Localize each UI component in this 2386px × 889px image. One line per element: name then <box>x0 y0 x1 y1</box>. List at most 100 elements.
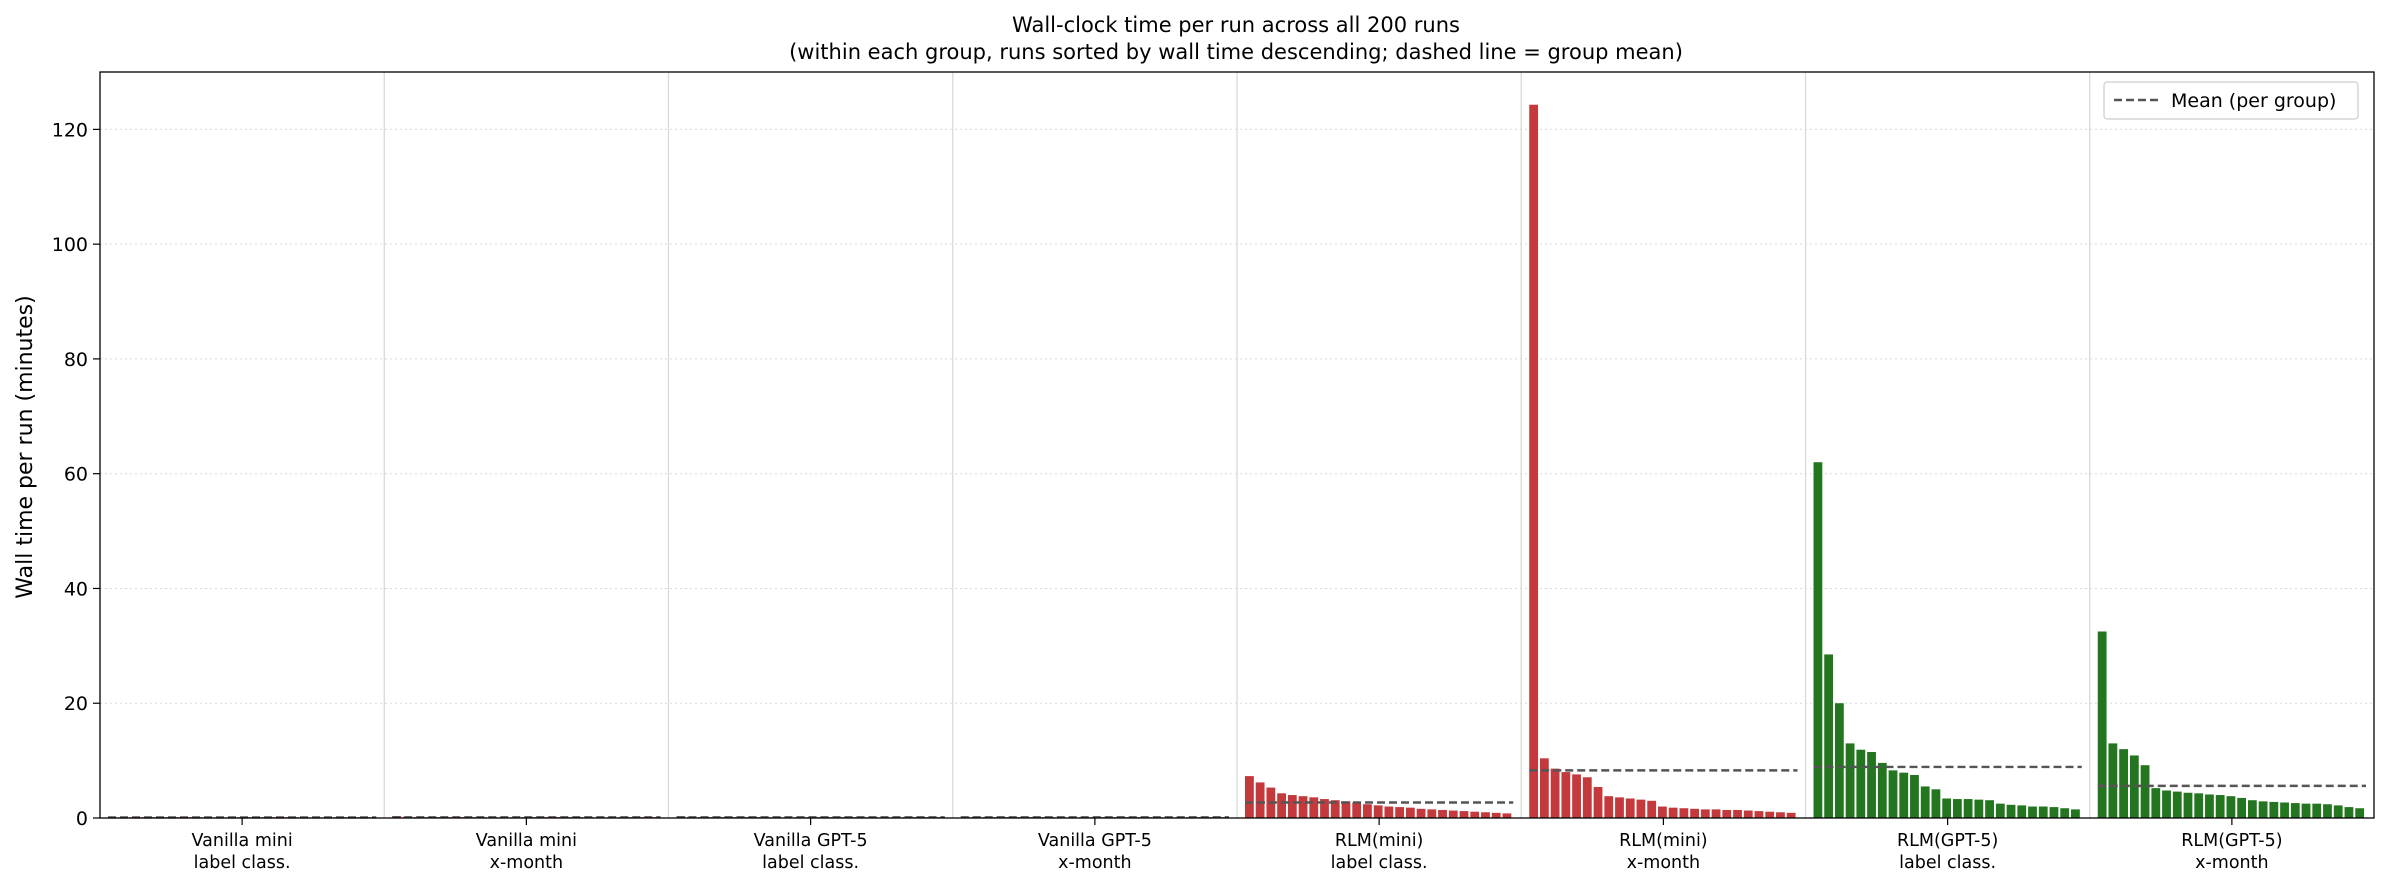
bar <box>1298 796 1308 818</box>
x-tick-label: Vanilla mini <box>192 831 293 851</box>
bar <box>2162 790 2171 818</box>
legend-box <box>2103 81 2359 120</box>
bar <box>1287 795 1297 818</box>
x-tick-label: RLM(GPT-5) <box>1897 831 1998 851</box>
y-axis-label: Wall time per run (minutes) <box>13 295 38 598</box>
bar <box>1668 807 1678 818</box>
x-tick-label: label class. <box>1899 853 1996 873</box>
bar <box>1711 809 1721 818</box>
bar <box>2194 793 2204 818</box>
bar <box>1309 797 1319 818</box>
bar <box>2049 807 2059 818</box>
bar <box>2205 794 2214 818</box>
bar <box>1427 809 1437 818</box>
bar <box>1255 782 1265 818</box>
x-tick-label: RLM(GPT-5) <box>2181 831 2282 851</box>
y-tick-label: 120 <box>52 119 88 141</box>
bar <box>1448 810 1458 818</box>
bar <box>2060 808 2070 818</box>
bar <box>1277 793 1286 818</box>
bar <box>1952 799 1962 818</box>
bar <box>2108 743 2118 818</box>
bar <box>1625 798 1635 818</box>
legend: Mean (per group) <box>2103 81 2359 120</box>
y-tick-label: 60 <box>64 464 88 486</box>
bar <box>2071 809 2080 818</box>
bar <box>1963 799 1973 818</box>
y-tick-label: 100 <box>52 234 88 256</box>
bar <box>1942 798 1952 818</box>
bar <box>2097 631 2107 818</box>
x-tick-label: RLM(mini) <box>1335 831 1424 851</box>
y-tick-label: 80 <box>64 349 88 371</box>
bar <box>1438 809 1447 818</box>
bar <box>1931 789 1941 818</box>
plot-frame <box>99 71 2375 819</box>
bar <box>1459 811 1469 818</box>
x-tick-label: x-month <box>1058 853 1131 873</box>
bar <box>1352 802 1362 818</box>
bar <box>2312 803 2322 818</box>
bar <box>1658 806 1667 818</box>
bar <box>1481 812 1490 818</box>
bar <box>1733 809 1742 818</box>
bar <box>1877 762 1887 818</box>
bar <box>1363 804 1372 818</box>
bar <box>1995 803 2005 818</box>
bar <box>1786 812 1796 818</box>
x-tick-label: Vanilla GPT-5 <box>1038 831 1152 851</box>
bar <box>1888 770 1898 818</box>
bar <box>1470 811 1480 818</box>
chart-title-line-1: Wall-clock time per run across all 200 r… <box>1012 13 1460 37</box>
bar <box>1405 807 1415 818</box>
x-tick-label: x-month <box>1627 853 1700 873</box>
bar <box>2028 806 2037 818</box>
bar <box>1572 774 1581 818</box>
bar <box>2237 797 2247 818</box>
y-tick-label: 20 <box>64 693 88 715</box>
y-tick-label: 40 <box>64 578 88 600</box>
bar <box>1700 809 1710 818</box>
bar <box>1502 813 1512 818</box>
bar <box>1985 800 1994 818</box>
bar <box>1373 805 1383 818</box>
bar <box>1320 799 1329 818</box>
x-tick-label: Vanilla mini <box>476 831 577 851</box>
y-tick-label: 0 <box>76 808 88 830</box>
bar <box>1416 808 1426 818</box>
bar <box>1593 787 1603 818</box>
bar <box>2301 803 2311 818</box>
bar <box>2226 796 2236 818</box>
bar <box>1899 772 1909 818</box>
bar <box>1529 104 1539 818</box>
bar <box>1582 777 1592 818</box>
bar <box>1776 812 1785 818</box>
bar <box>1679 808 1689 818</box>
bar <box>1813 462 1823 818</box>
bar <box>1330 800 1340 818</box>
bar <box>1824 654 1834 818</box>
x-tick-label: x-month <box>2195 853 2268 873</box>
bar <box>2323 804 2332 818</box>
bar <box>1754 811 1764 818</box>
bar <box>1561 772 1571 818</box>
bar <box>2172 791 2182 818</box>
bar <box>2017 805 2027 818</box>
x-tick-label: label class. <box>762 853 859 873</box>
x-tick-label: x-month <box>490 853 563 873</box>
bar <box>1722 809 1732 818</box>
bar <box>1615 797 1624 818</box>
bar <box>1384 806 1394 818</box>
bar <box>1690 808 1699 818</box>
bar <box>2140 765 2150 818</box>
bar <box>1743 810 1753 818</box>
bar <box>2119 749 2129 818</box>
bar <box>2290 803 2300 818</box>
bar <box>2269 801 2279 818</box>
chart-title-line-2: (within each group, runs sorted by wall … <box>789 40 1683 64</box>
bar <box>2038 806 2048 818</box>
bar <box>1636 799 1646 818</box>
x-tick-label: label class. <box>1331 853 1428 873</box>
bar <box>2344 807 2354 818</box>
